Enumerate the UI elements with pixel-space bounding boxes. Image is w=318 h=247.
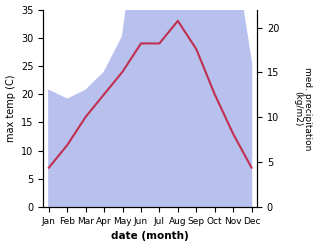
Y-axis label: med. precipitation
(kg/m2): med. precipitation (kg/m2): [293, 67, 313, 150]
X-axis label: date (month): date (month): [111, 231, 189, 242]
Y-axis label: max temp (C): max temp (C): [5, 75, 16, 142]
